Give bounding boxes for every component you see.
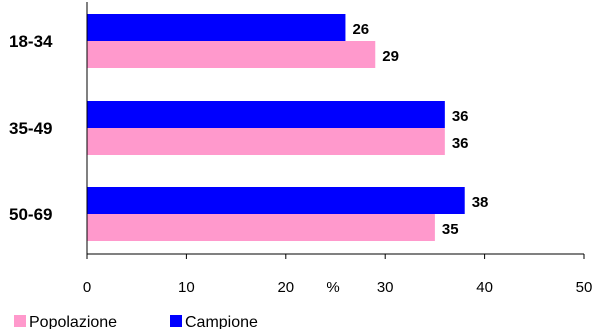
legend-swatch-popolazione xyxy=(14,315,26,327)
legend-label-popolazione: Popolazione xyxy=(29,314,117,329)
x-tick-label-50: 50 xyxy=(576,279,593,296)
x-unit-label: % xyxy=(326,279,339,296)
value-label-popolazione-18-34: 29 xyxy=(382,48,399,65)
value-label-popolazione-35-49: 36 xyxy=(452,135,469,152)
x-tick-label-10: 10 xyxy=(178,279,195,296)
bar-campione-50-69 xyxy=(87,187,465,214)
value-label-campione-35-49: 36 xyxy=(452,108,469,125)
bar-popolazione-18-34 xyxy=(87,41,376,68)
category-label-18-34: 18-34 xyxy=(9,32,53,51)
x-tick-label-0: 0 xyxy=(83,279,91,296)
bar-campione-35-49 xyxy=(87,101,445,128)
bars-group: 18-34 26 29 35-49 36 36 50-69 38 35 xyxy=(9,14,488,241)
bar-campione-18-34 xyxy=(87,14,346,41)
legend-swatch-campione xyxy=(170,315,182,327)
x-tick-label-40: 40 xyxy=(476,279,493,296)
category-label-35-49: 35-49 xyxy=(9,119,52,138)
legend: Popolazione Campione xyxy=(14,314,258,329)
x-ticks-group: 0 10 20 30 40 50 xyxy=(83,254,593,296)
x-axis xyxy=(86,2,584,255)
category-label-50-69: 50-69 xyxy=(9,205,52,224)
value-label-popolazione-50-69: 35 xyxy=(442,221,459,238)
x-tick-label-30: 30 xyxy=(377,279,394,296)
x-tick-label-20: 20 xyxy=(277,279,294,296)
bar-popolazione-50-69 xyxy=(87,214,435,241)
bar-popolazione-35-49 xyxy=(87,128,445,155)
value-label-campione-50-69: 38 xyxy=(472,194,489,211)
value-label-campione-18-34: 26 xyxy=(352,21,369,38)
legend-label-campione: Campione xyxy=(185,314,258,329)
